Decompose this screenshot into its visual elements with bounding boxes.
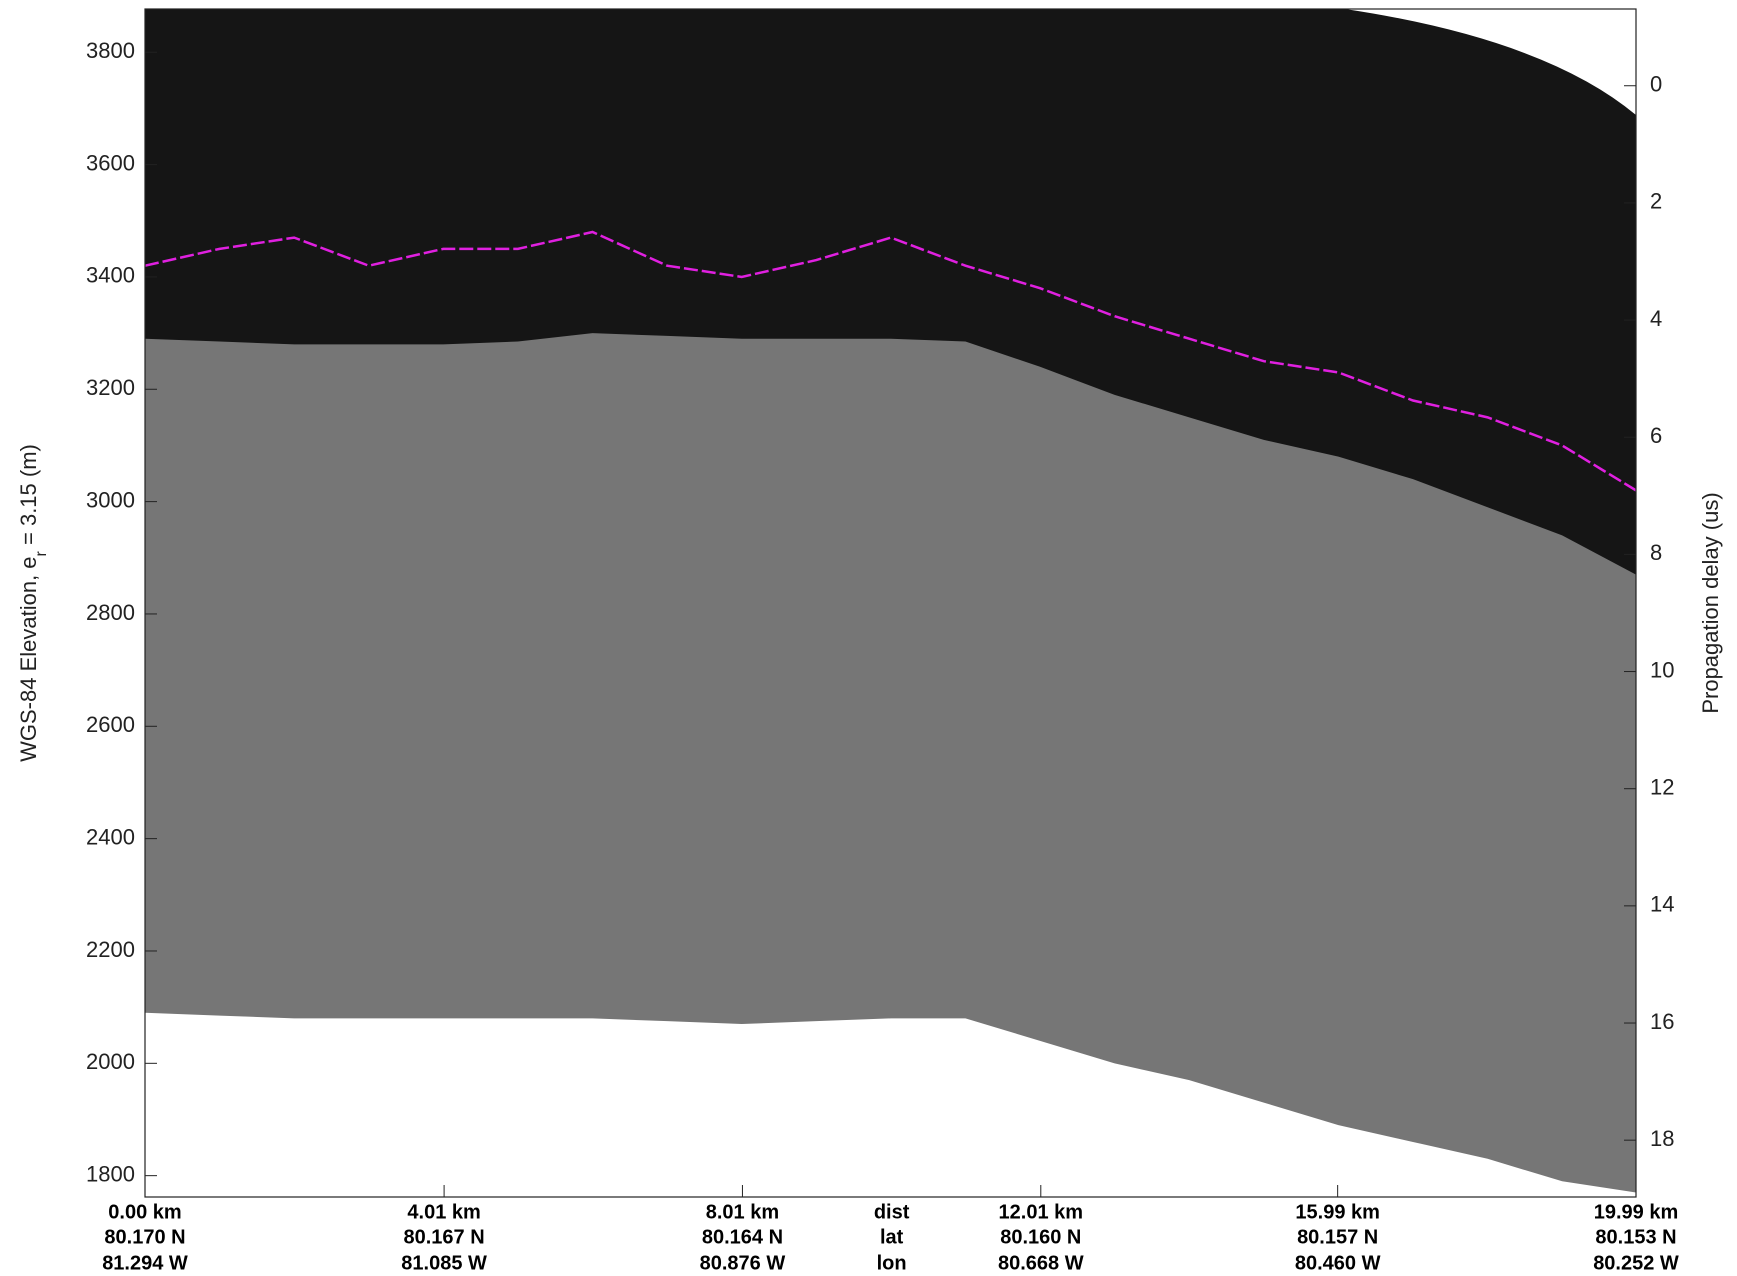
x-tick-lon: 80.252 W xyxy=(1593,1252,1679,1274)
x-tick-lat: 80.170 N xyxy=(104,1226,185,1248)
y2-tick-label: 10 xyxy=(1650,657,1674,682)
y-tick-label: 3600 xyxy=(86,150,135,175)
x-tick-lon: 81.294 W xyxy=(102,1252,188,1274)
y2-tick-label: 4 xyxy=(1650,306,1662,331)
x-row-label: dist xyxy=(874,1201,910,1223)
x-tick-lon: 80.668 W xyxy=(998,1252,1084,1274)
y-label-main: WGS-84 Elevation, e xyxy=(16,556,41,761)
no-data-corner xyxy=(1345,9,1636,115)
y-tick-label: 3400 xyxy=(86,263,135,288)
x-tick-lat: 80.164 N xyxy=(702,1226,783,1248)
y-tick-label: 2400 xyxy=(86,824,135,849)
x-tick-lat: 80.157 N xyxy=(1297,1226,1378,1248)
y2-tick-label: 16 xyxy=(1650,1009,1674,1034)
y-label-rest: = 3.15 (m) xyxy=(16,444,41,551)
y-tick-label: 2600 xyxy=(86,712,135,737)
x-tick-lon: 80.876 W xyxy=(700,1252,786,1274)
y-tick-label: 1800 xyxy=(86,1161,135,1186)
x-row-label: lon xyxy=(877,1252,907,1274)
x-tick-lat: 80.153 N xyxy=(1595,1226,1676,1248)
x-tick-label: 12.01 km xyxy=(999,1201,1084,1223)
bottom-area xyxy=(145,1012,1636,1197)
y-tick-label: 2800 xyxy=(86,600,135,625)
y-tick-label: 3800 xyxy=(86,38,135,63)
x-tick-lat: 80.167 N xyxy=(404,1226,485,1248)
y-tick-label: 2200 xyxy=(86,937,135,962)
x-tick-lon: 80.460 W xyxy=(1295,1252,1381,1274)
echo-area xyxy=(145,333,1636,1197)
x-tick-lon: 81.085 W xyxy=(401,1252,487,1274)
picked-layer xyxy=(144,230,1637,492)
y-tick-label: 3000 xyxy=(86,487,135,512)
y2-axis-label: Propagation delay (us) xyxy=(1698,492,1723,713)
y-tick-label: 3200 xyxy=(86,375,135,400)
y2-tick-label: 6 xyxy=(1650,423,1662,448)
y-label-sub: r xyxy=(33,550,50,556)
x-tick-label: 8.01 km xyxy=(706,1201,779,1223)
x-tick-label: 4.01 km xyxy=(407,1201,480,1223)
y2-tick-label: 0 xyxy=(1650,72,1662,97)
x-tick-label: 0.00 km xyxy=(108,1201,181,1223)
x-tick-lat: 80.160 N xyxy=(1000,1226,1081,1248)
y-axis-label: WGS-84 Elevation, er = 3.15 (m) xyxy=(16,444,50,762)
y2-tick-label: 12 xyxy=(1650,775,1674,800)
y-tick-label: 2000 xyxy=(86,1049,135,1074)
y2-tick-label: 2 xyxy=(1650,189,1662,214)
y2-tick-label: 14 xyxy=(1650,892,1674,917)
plot-frame xyxy=(144,8,1637,1198)
x-row-label: lat xyxy=(880,1226,904,1248)
y2-tick-label: 18 xyxy=(1650,1126,1674,1151)
y2-tick-label: 8 xyxy=(1650,540,1662,565)
x-tick-label: 19.99 km xyxy=(1594,1201,1679,1223)
x-tick-label: 15.99 km xyxy=(1295,1201,1380,1223)
